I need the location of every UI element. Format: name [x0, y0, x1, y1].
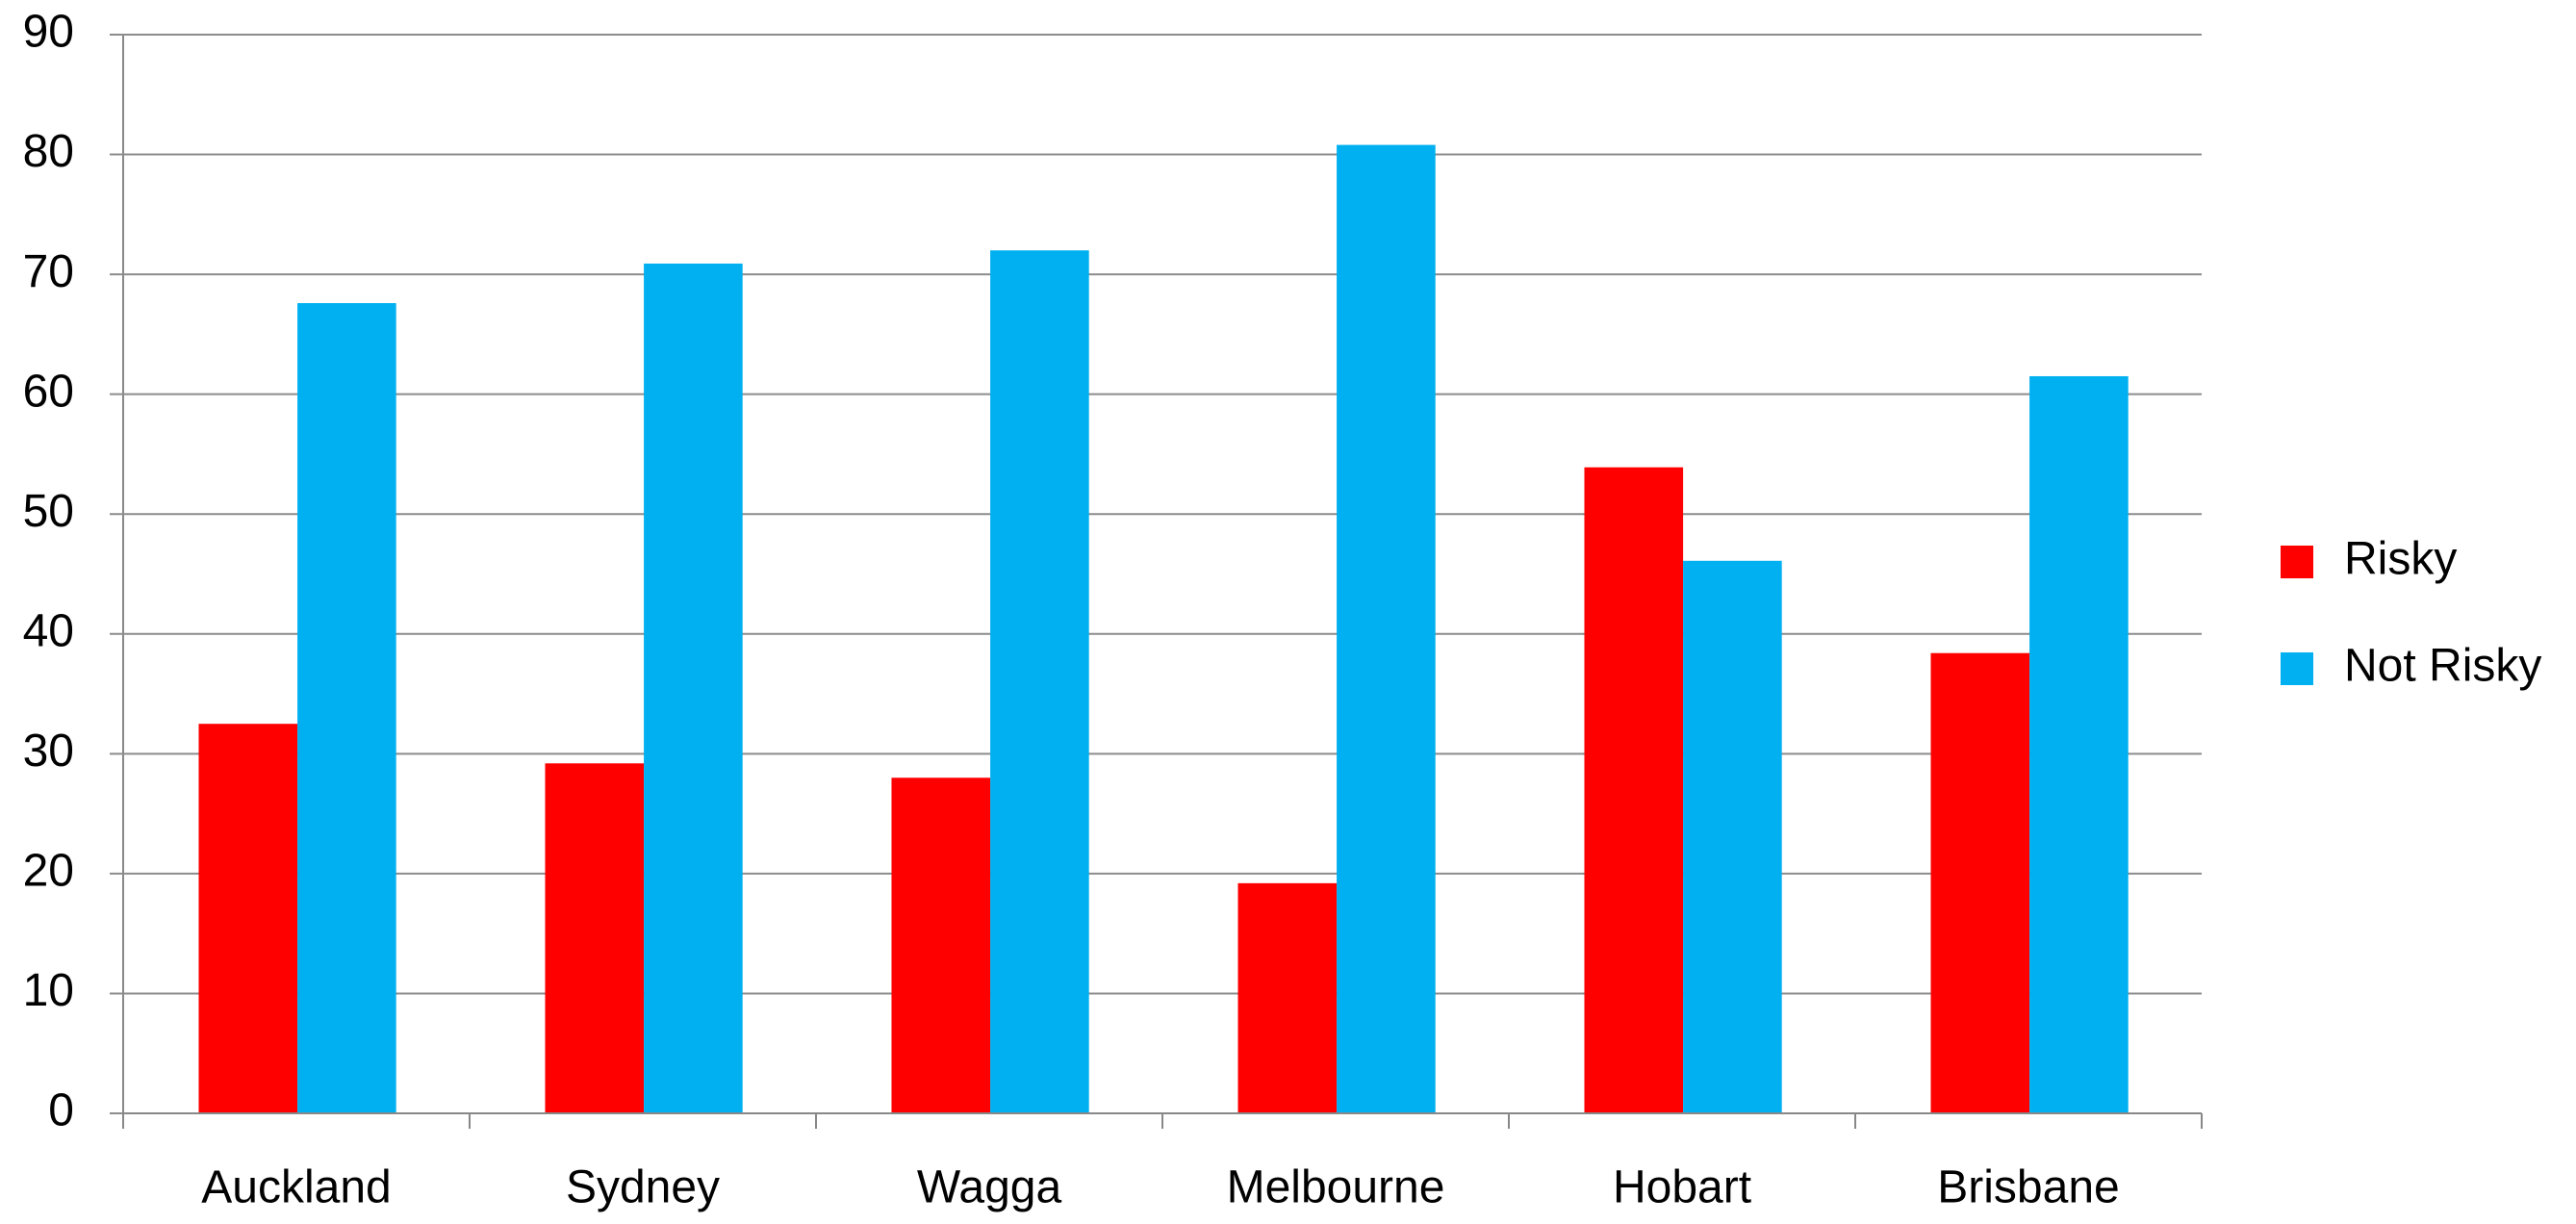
bar: [644, 263, 743, 1113]
x-tick-label: Sydney: [566, 1162, 720, 1213]
x-tick-label: Auckland: [201, 1162, 391, 1213]
y-tick-label: 70: [23, 246, 74, 297]
x-tick-label: Brisbane: [1937, 1162, 2119, 1213]
y-tick-label: 30: [23, 726, 74, 777]
bar: [198, 724, 298, 1113]
y-tick-label: 60: [23, 366, 74, 417]
bar: [891, 778, 991, 1113]
y-tick-label: 50: [23, 486, 74, 537]
bar: [1930, 652, 2030, 1113]
y-tick-label: 90: [23, 7, 74, 58]
bar: [990, 250, 1089, 1113]
bar: [1683, 560, 1782, 1113]
legend-label: Risky: [2344, 534, 2457, 585]
bar: [1337, 144, 1436, 1113]
bar: [297, 303, 396, 1113]
bar: [1237, 882, 1338, 1113]
bar: [2029, 375, 2129, 1113]
legend-swatch: [2281, 546, 2313, 578]
x-tick-label: Melbourne: [1227, 1162, 1445, 1213]
bar: [545, 763, 645, 1113]
legend-label: Not Risky: [2344, 641, 2541, 692]
y-tick-label: 20: [23, 846, 74, 897]
legend-swatch: [2281, 652, 2313, 685]
y-tick-label: 80: [23, 126, 74, 177]
bar: [1584, 467, 1684, 1113]
y-tick-label: 40: [23, 605, 74, 656]
x-tick-label: Wagga: [917, 1162, 1062, 1213]
x-tick-label: Hobart: [1613, 1162, 1751, 1213]
y-tick-label: 10: [23, 965, 74, 1016]
y-tick-label: 0: [48, 1085, 74, 1136]
